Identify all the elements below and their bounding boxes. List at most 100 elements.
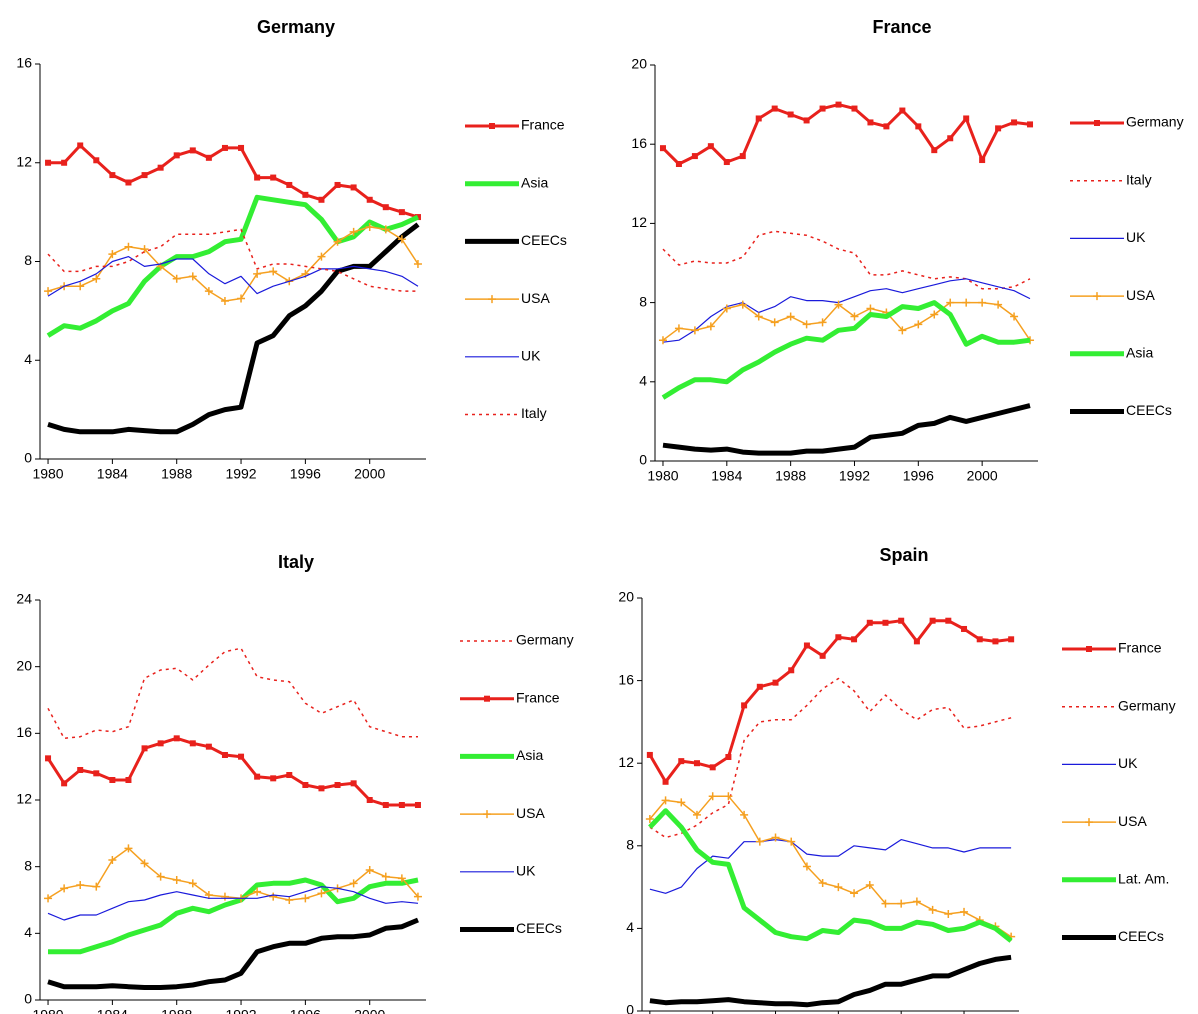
y-tick-label: 16 <box>16 724 32 740</box>
point-marker <box>93 770 100 777</box>
legend-label: Asia <box>1126 345 1153 361</box>
x-tick-label: 1996 <box>903 468 934 484</box>
x-tick-label: 1988 <box>161 1007 192 1014</box>
y-tick-label: 20 <box>16 657 32 673</box>
y-tick-label: 12 <box>618 754 634 770</box>
point-marker <box>301 894 310 903</box>
point-marker <box>381 872 390 881</box>
point-marker <box>140 245 149 254</box>
y-tick-label: 4 <box>24 351 32 367</box>
point-marker <box>915 123 922 130</box>
point-marker <box>270 174 277 181</box>
point-marker <box>978 298 987 307</box>
point-marker <box>349 227 358 236</box>
legend-marker <box>1094 120 1100 126</box>
point-marker <box>802 862 811 871</box>
point-marker <box>692 810 701 819</box>
legend-marker <box>1093 292 1101 301</box>
point-marker <box>413 259 422 268</box>
point-marker <box>141 745 148 752</box>
point-marker <box>398 209 405 216</box>
y-tick-label: 16 <box>618 671 634 687</box>
point-marker <box>237 294 246 303</box>
legend-label: UK <box>1118 755 1138 771</box>
point-marker <box>754 312 763 321</box>
point-marker <box>944 909 953 918</box>
x-tick-label: 1992 <box>225 1007 256 1014</box>
point-marker <box>913 638 920 645</box>
point-marker <box>834 300 843 309</box>
point-marker <box>286 181 293 188</box>
point-marker <box>253 269 262 278</box>
y-tick-label: 20 <box>618 589 634 605</box>
legend-label: France <box>1118 640 1162 656</box>
point-marker <box>899 107 906 114</box>
point-marker <box>961 625 968 632</box>
point-marker <box>690 326 699 335</box>
point-marker <box>318 785 325 792</box>
point-marker <box>108 856 117 864</box>
point-marker <box>898 326 907 335</box>
x-tick-label: 1984 <box>97 1007 128 1014</box>
point-marker <box>706 322 715 331</box>
point-marker <box>914 320 923 329</box>
point-marker <box>818 878 827 887</box>
point-marker <box>992 638 999 645</box>
y-tick-label: 8 <box>24 252 32 268</box>
point-marker <box>770 318 779 327</box>
point-marker <box>349 879 358 888</box>
point-marker <box>659 145 666 152</box>
y-tick-label: 0 <box>24 991 32 1007</box>
point-marker <box>204 287 213 296</box>
series-line <box>46 736 418 807</box>
point-marker <box>883 123 890 130</box>
point-marker <box>945 617 952 624</box>
point-marker <box>366 196 373 203</box>
point-marker <box>1027 121 1034 128</box>
point-marker <box>739 153 746 160</box>
point-marker <box>124 242 133 251</box>
legend-label: Asia <box>521 174 548 190</box>
legend-label: CEECs <box>1118 928 1164 944</box>
point-marker <box>788 667 795 674</box>
point-marker <box>867 119 874 126</box>
point-marker <box>109 777 116 783</box>
point-marker <box>930 310 939 319</box>
point-marker <box>286 772 293 778</box>
y-tick-label: 12 <box>16 153 32 169</box>
point-marker <box>929 617 936 624</box>
y-tick-label: 8 <box>626 837 634 853</box>
point-marker <box>108 250 117 259</box>
point-marker <box>882 619 889 626</box>
point-marker <box>851 105 858 112</box>
point-marker <box>317 252 326 261</box>
x-tick-label: 1984 <box>97 466 128 482</box>
x-tick-label: 1980 <box>32 466 63 482</box>
point-marker <box>803 117 810 124</box>
point-marker <box>835 101 842 108</box>
point-marker <box>912 897 921 906</box>
point-marker <box>92 882 101 891</box>
point-marker <box>976 636 983 643</box>
point-marker <box>755 115 762 122</box>
y-tick-label: 4 <box>24 924 32 940</box>
point-marker <box>285 896 294 904</box>
point-marker <box>771 105 778 112</box>
series-line <box>48 144 419 219</box>
y-tick-label: 8 <box>24 857 32 873</box>
legend-label: CEECs <box>1126 402 1172 418</box>
point-marker <box>897 899 906 908</box>
point-marker <box>269 267 278 276</box>
point-marker <box>302 782 309 788</box>
point-marker <box>124 844 133 853</box>
point-marker <box>125 777 132 783</box>
series-line <box>648 808 1013 943</box>
point-marker <box>334 181 341 188</box>
point-marker <box>851 636 858 643</box>
y-tick-label: 20 <box>631 56 647 72</box>
legend-label: Italy <box>1126 171 1152 187</box>
series-line <box>662 230 1031 290</box>
series-line <box>47 917 419 990</box>
x-tick-label: 1988 <box>161 466 192 482</box>
